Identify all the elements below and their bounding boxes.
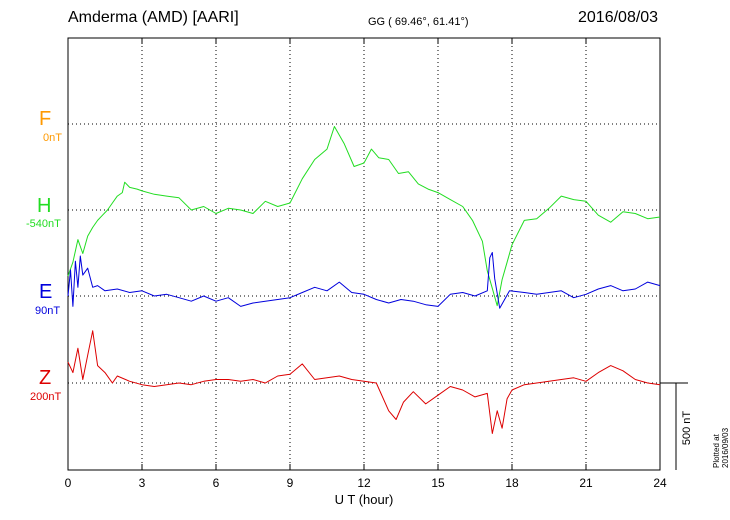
x-tick-label: 18 [505,476,519,490]
x-tick-label: 3 [139,476,146,490]
scale-bar-label: 500 nT [681,411,693,446]
x-tick-label: 15 [431,476,445,490]
scale-bar: 500 nT [660,382,693,470]
component-baseline-h: -540nT [26,218,61,230]
x-axis-label: U T (hour) [335,492,394,507]
component-baseline-f: 0nT [43,132,62,144]
x-tick-label: 12 [357,476,371,490]
x-tick-label: 21 [579,476,593,490]
component-letter-z: Z [39,367,52,389]
component-letter-e: E [39,281,53,303]
station-title: Amderma (AMD) [AARI] [68,9,239,26]
component-letter-h: H [37,195,52,217]
series-e-line [67,252,661,309]
component-baseline-e: 90nT [35,305,61,317]
series-lines [67,126,661,434]
series-z-line [67,330,661,434]
date-label: 2016/08/03 [578,9,659,26]
component-baseline-z: 200nT [30,391,62,403]
x-ticks: 0 3 6 9 12 15 18 21 24 [65,38,667,490]
series-h-line [67,126,661,307]
station-coordinates: GG ( 69.46°, 61.41°) [368,16,469,28]
chart-grid [68,38,660,470]
component-letter-f: F [39,108,52,130]
x-tick-label: 9 [287,476,294,490]
x-tick-label: 0 [65,476,72,490]
x-tick-label: 24 [653,476,667,490]
x-tick-label: 6 [213,476,220,490]
